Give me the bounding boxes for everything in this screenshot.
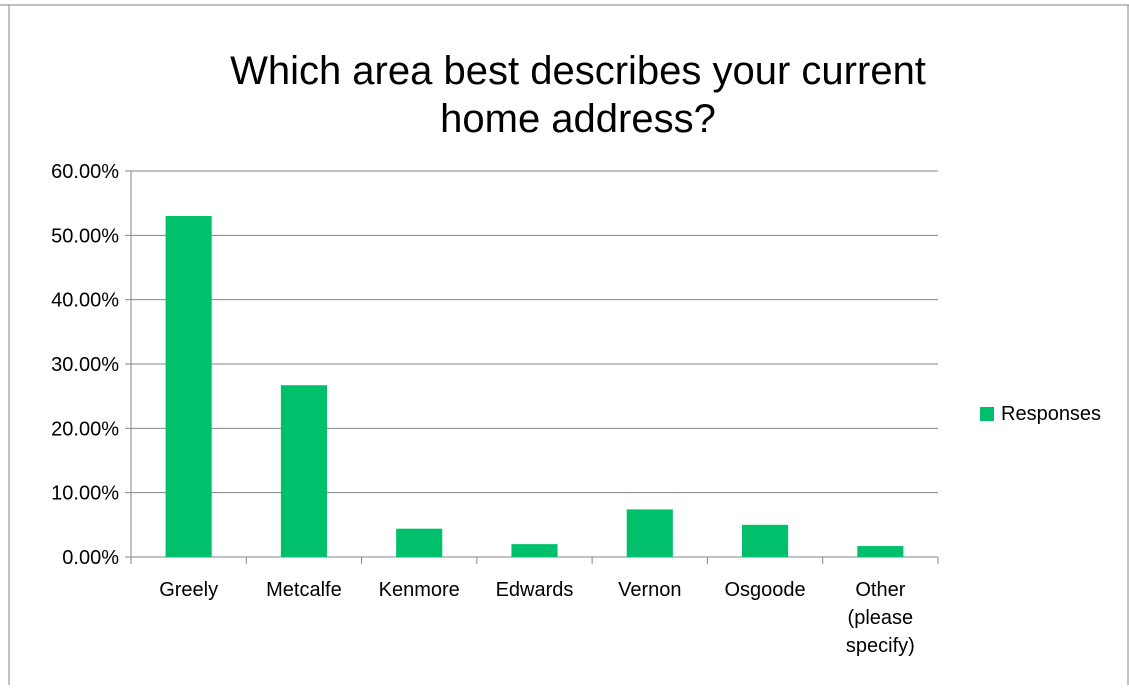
bar [165, 216, 212, 558]
y-tick-label: 0.00% [62, 547, 119, 569]
x-tick-label: Metcalfe [266, 579, 342, 601]
chart-title-line: home address? [440, 97, 716, 141]
gridlines [131, 170, 938, 494]
bar [857, 546, 904, 557]
x-tick-label: Osgoode [724, 579, 805, 601]
bar [280, 385, 327, 557]
x-tick-label: Kenmore [379, 579, 460, 601]
axes [125, 170, 939, 564]
x-tick-label: Greely [159, 579, 218, 601]
legend: Responses [980, 403, 1101, 425]
x-tick-label: Edwards [496, 579, 574, 601]
bar [396, 528, 443, 557]
y-tick-label: 60.00% [51, 161, 119, 183]
bar [511, 544, 558, 557]
bars [165, 216, 904, 558]
chart-title-line: Which area best describes your current [230, 49, 926, 93]
y-tick-labels: 0.00% 10.00% 20.00% 30.00% 40.00% 50.00% 60.00… [51, 161, 119, 569]
x-tick-label: Other (please specify) [846, 579, 915, 657]
legend-swatch [980, 407, 994, 421]
x-tick-labels: Greely Metcalfe Kenmore Edwards Vernon Osgood… [159, 579, 915, 657]
x-tick-label: Vernon [618, 579, 681, 601]
chart-title: Which area best describes your current ho… [230, 49, 926, 141]
y-tick-label: 50.00% [51, 225, 119, 247]
y-tick-label: 10.00% [51, 483, 119, 505]
y-tick-label: 20.00% [51, 418, 119, 440]
y-tick-label: 40.00% [51, 290, 119, 312]
legend-label-responses: Responses [1001, 403, 1101, 425]
bar [742, 524, 789, 557]
bar [626, 509, 673, 557]
y-tick-label: 30.00% [51, 354, 119, 376]
